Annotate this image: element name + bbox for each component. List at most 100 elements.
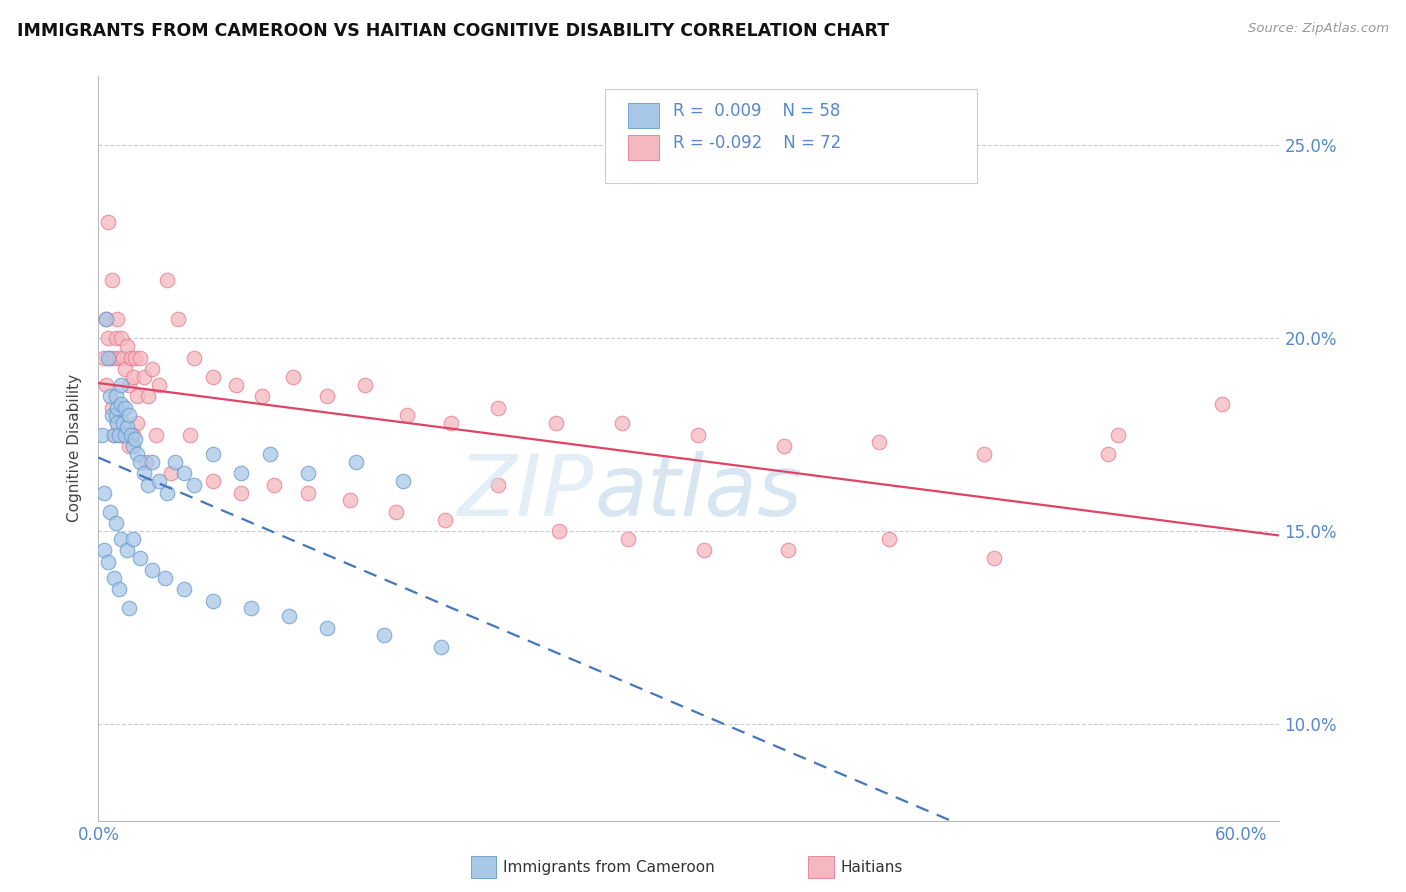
Point <box>108 351 131 365</box>
Point <box>392 474 415 488</box>
Point <box>94 312 117 326</box>
Point <box>115 543 138 558</box>
Point <box>159 467 181 481</box>
Point <box>488 478 510 492</box>
Point <box>201 474 224 488</box>
Point <box>94 312 117 326</box>
Point <box>163 455 186 469</box>
Point <box>114 427 136 442</box>
Text: R =  0.009    N = 58: R = 0.009 N = 58 <box>673 103 841 120</box>
Point <box>239 601 262 615</box>
Point <box>231 467 253 481</box>
Point <box>118 439 141 453</box>
Point <box>156 485 179 500</box>
Point <box>112 416 135 430</box>
Point <box>201 369 224 384</box>
Point <box>103 570 125 584</box>
Point <box>259 447 281 461</box>
Text: ZIP: ZIP <box>458 451 595 534</box>
Point <box>544 416 567 430</box>
Y-axis label: Cognitive Disability: Cognitive Disability <box>67 374 83 523</box>
Point <box>548 524 571 539</box>
Point <box>395 409 418 423</box>
Point <box>104 389 127 403</box>
Point <box>97 331 120 345</box>
Point <box>156 273 179 287</box>
Point <box>354 377 377 392</box>
Point <box>973 447 995 461</box>
Point <box>297 467 319 481</box>
Point <box>112 427 135 442</box>
Point <box>115 420 138 434</box>
Point <box>98 505 121 519</box>
Point <box>110 377 132 392</box>
Point <box>121 439 143 453</box>
Point <box>107 416 129 430</box>
Point <box>868 435 890 450</box>
Point <box>1107 427 1129 442</box>
Point <box>98 351 121 365</box>
Point <box>125 447 148 461</box>
Point <box>93 351 115 365</box>
Text: Haitians: Haitians <box>841 860 903 874</box>
Point <box>104 409 127 423</box>
Point <box>118 409 141 423</box>
Point <box>136 389 159 403</box>
Point <box>108 427 131 442</box>
Point <box>104 331 127 345</box>
Point <box>97 215 120 229</box>
Point <box>121 369 143 384</box>
Point <box>107 416 129 430</box>
Point <box>434 513 457 527</box>
Point <box>129 351 152 365</box>
Point <box>153 570 176 584</box>
Point <box>231 485 253 500</box>
Point <box>124 432 146 446</box>
Text: R = -0.092    N = 72: R = -0.092 N = 72 <box>673 134 842 152</box>
Point <box>100 409 122 423</box>
Point <box>183 351 205 365</box>
Point <box>100 273 122 287</box>
Point <box>183 478 205 492</box>
Text: IMMIGRANTS FROM CAMEROON VS HAITIAN COGNITIVE DISABILITY CORRELATION CHART: IMMIGRANTS FROM CAMEROON VS HAITIAN COGN… <box>17 22 889 40</box>
Point <box>121 532 143 546</box>
Point <box>129 455 152 469</box>
Point <box>97 351 120 365</box>
Point <box>134 369 156 384</box>
Point <box>118 601 141 615</box>
Point <box>776 543 799 558</box>
Point <box>179 427 201 442</box>
Point <box>97 555 120 569</box>
Point <box>1211 397 1233 411</box>
Point <box>91 427 114 442</box>
Point <box>773 439 796 453</box>
Point <box>983 551 1005 566</box>
Text: Source: ZipAtlas.com: Source: ZipAtlas.com <box>1249 22 1389 36</box>
Point <box>103 427 125 442</box>
Text: Immigrants from Cameroon: Immigrants from Cameroon <box>503 860 716 874</box>
Point <box>125 416 148 430</box>
Point <box>316 389 339 403</box>
Point <box>173 467 195 481</box>
Point <box>93 543 115 558</box>
Point <box>688 427 710 442</box>
Point <box>440 416 463 430</box>
Point <box>281 369 304 384</box>
Point <box>430 640 453 654</box>
Text: atlas: atlas <box>595 451 803 534</box>
Point <box>148 474 170 488</box>
Point <box>141 563 163 577</box>
Point <box>124 351 146 365</box>
Point <box>129 551 152 566</box>
Point <box>100 401 122 415</box>
Point <box>277 609 299 624</box>
Point <box>617 532 640 546</box>
Point <box>316 621 339 635</box>
Point <box>145 427 167 442</box>
Point <box>167 312 190 326</box>
Point <box>488 401 510 415</box>
Point <box>135 455 157 469</box>
Point <box>297 485 319 500</box>
Point <box>114 362 136 376</box>
Point <box>98 389 121 403</box>
